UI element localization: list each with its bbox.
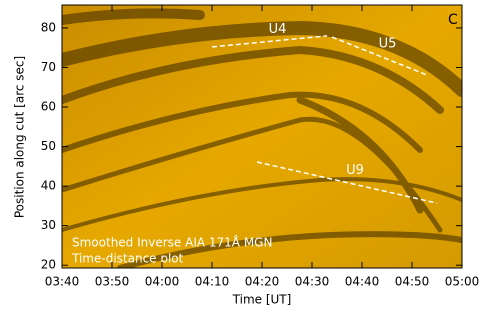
x-tick-label: 04:10 (195, 275, 230, 289)
image-background (62, 5, 462, 268)
x-tick-label: 04:30 (295, 275, 330, 289)
y-tick-label: 20 (41, 258, 56, 272)
y-tick-label: 80 (41, 20, 56, 34)
track-label: U9 (346, 163, 364, 178)
annotation: Time-distance plot (71, 252, 184, 266)
x-tick-label: 04:40 (345, 275, 380, 289)
y-tick-label: 40 (41, 179, 56, 193)
x-tick-label: 05:00 (445, 275, 480, 289)
dashed-track (331, 36, 428, 76)
x-tick-label: 04:20 (245, 275, 280, 289)
y-axis-label: Position along cut [arc sec] (13, 56, 27, 218)
dashed-track (256, 161, 438, 204)
y-tick-label: 50 (41, 139, 56, 153)
track-label: U4 (269, 22, 287, 37)
x-tick-label: 03:50 (95, 275, 130, 289)
dashed-track (211, 35, 328, 48)
y-tick-label: 70 (41, 60, 56, 74)
y-tick-label: 30 (41, 218, 56, 232)
x-tick-label: 03:40 (45, 275, 80, 289)
x-tick-label: 04:50 (395, 275, 430, 289)
panel-label: C (448, 12, 458, 28)
track-label: U5 (379, 37, 397, 52)
annotation: Smoothed Inverse AIA 171Å MGN (72, 235, 272, 250)
x-axis-label: Time [UT] (232, 293, 292, 307)
y-tick-label: 60 (41, 100, 56, 114)
x-tick-label: 04:00 (145, 275, 180, 289)
